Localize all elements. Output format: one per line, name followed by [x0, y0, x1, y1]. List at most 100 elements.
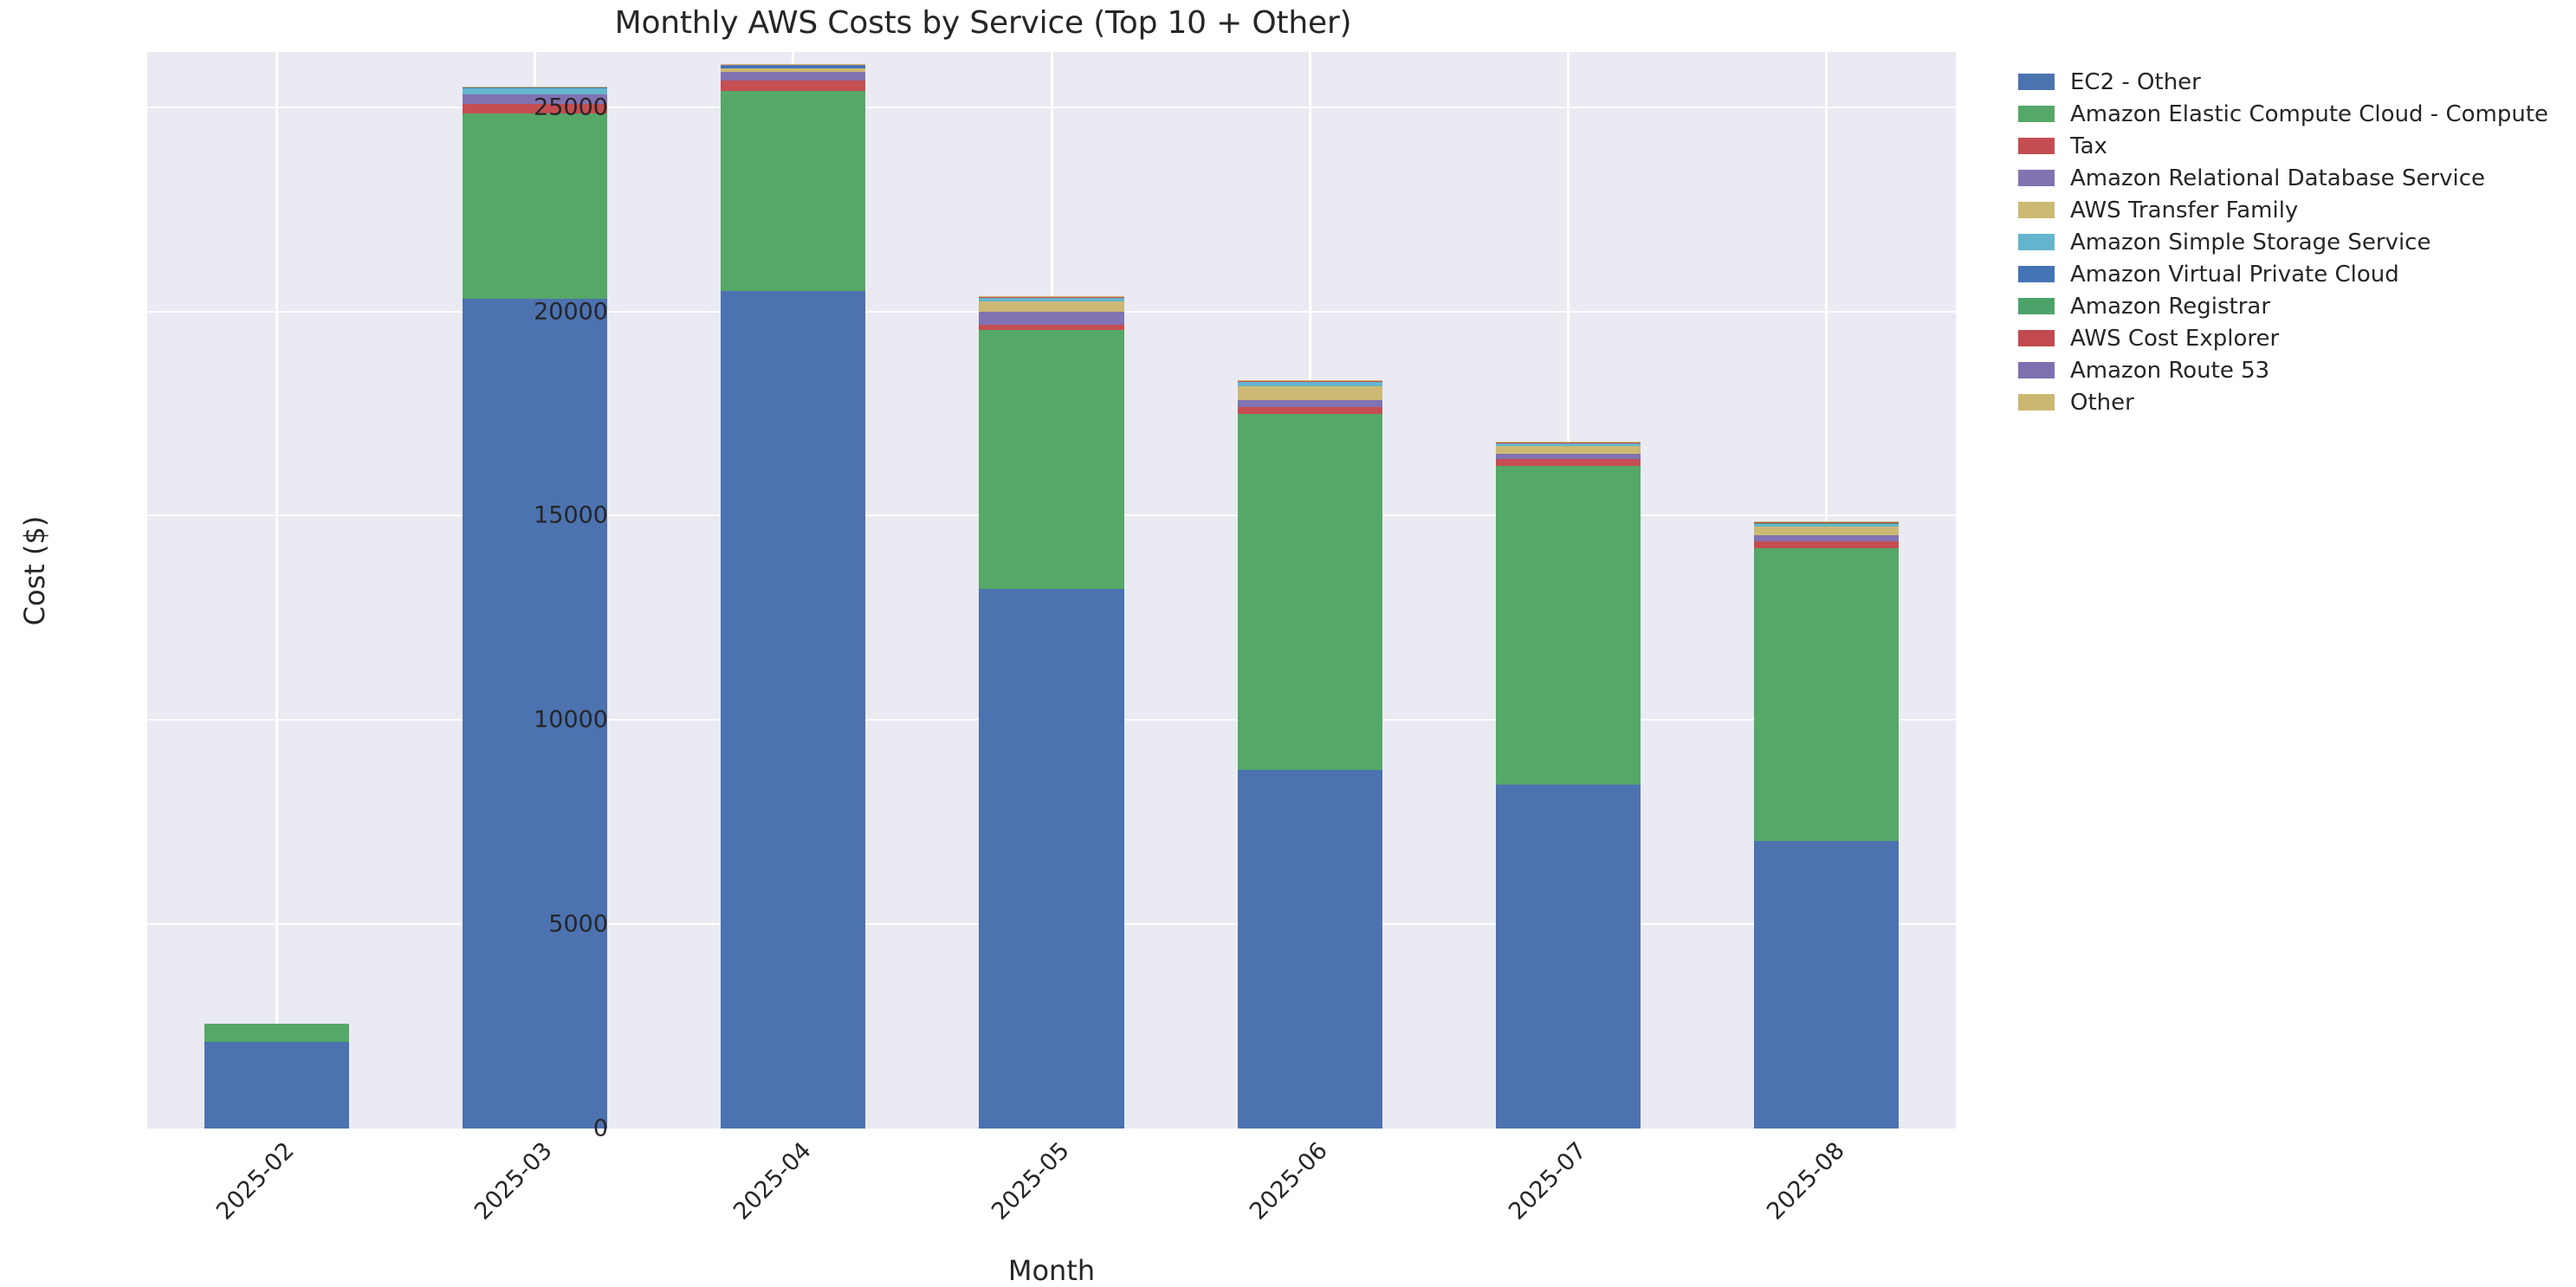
x-axis-tick-label: 2025-04 [728, 1137, 817, 1226]
bar-segment[interactable] [1754, 541, 1899, 547]
legend-item-label: AWS Cost Explorer [2070, 326, 2279, 352]
x-axis-tick-label: 2025-07 [1504, 1137, 1592, 1226]
legend-item-label: Amazon Relational Database Service [2070, 165, 2485, 191]
bar-segment[interactable] [1496, 459, 1641, 466]
bar-segment[interactable] [721, 68, 865, 72]
x-axis-tick-label: 2025-05 [987, 1137, 1075, 1226]
x-axis-tick-label: 2025-03 [469, 1137, 558, 1226]
legend-item-label: Amazon Registrar [2070, 294, 2270, 320]
chart-title: Monthly AWS Costs by Service (Top 10 + O… [147, 5, 1819, 41]
bar-segment[interactable] [721, 72, 865, 81]
legend-color-swatch [2018, 298, 2055, 314]
legend-item[interactable]: AWS Transfer Family [2018, 194, 2573, 226]
bar-segment[interactable] [979, 301, 1123, 312]
bar-stack[interactable] [1754, 521, 1899, 1129]
bar-stack[interactable] [463, 87, 607, 1129]
legend-item-label: AWS Transfer Family [2070, 197, 2298, 223]
legend-item[interactable]: Amazon Relational Database Service [2018, 162, 2573, 194]
legend-item[interactable]: Amazon Virtual Private Cloud [2018, 258, 2573, 290]
bar-stack[interactable] [721, 64, 865, 1129]
bar-segment[interactable] [204, 1024, 349, 1042]
gridline-vertical [275, 52, 278, 1129]
legend-item-label: Amazon Virtual Private Cloud [2070, 262, 2399, 288]
bar-segment[interactable] [721, 81, 865, 91]
x-axis-tick-label: 2025-08 [1762, 1137, 1850, 1226]
bar-segment[interactable] [1754, 521, 1899, 522]
y-axis-tick-label: 10000 [478, 707, 608, 734]
bar-segment[interactable] [463, 113, 607, 300]
bar-segment[interactable] [1496, 443, 1641, 445]
bar-segment[interactable] [1754, 527, 1899, 535]
bar-segment[interactable] [1496, 446, 1641, 454]
legend-item[interactable]: Tax [2018, 130, 2573, 162]
y-axis-tick-label: 0 [478, 1116, 608, 1142]
legend-item-label: EC2 - Other [2070, 69, 2201, 95]
bar-segment[interactable] [1754, 841, 1899, 1129]
x-axis-label: Month [147, 1254, 1956, 1287]
bar-segment[interactable] [979, 589, 1123, 1129]
bar-stack[interactable] [979, 296, 1123, 1129]
legend-item-label: Amazon Simple Storage Service [2070, 230, 2430, 255]
bar-segment[interactable] [979, 312, 1123, 325]
bar-segment[interactable] [979, 297, 1123, 298]
bar-segment[interactable] [204, 1042, 349, 1129]
legend-color-swatch [2018, 138, 2055, 154]
chart-legend: EC2 - Other Amazon Elastic Compute Cloud … [2018, 66, 2573, 418]
bar-segment[interactable] [979, 325, 1123, 330]
legend-item[interactable]: Amazon Elastic Compute Cloud - Compute [2018, 98, 2573, 130]
legend-color-swatch [2018, 106, 2055, 122]
legend-item[interactable]: EC2 - Other [2018, 66, 2573, 98]
legend-item-label: Tax [2070, 133, 2107, 159]
bar-stack[interactable] [1238, 380, 1382, 1129]
bar-segment[interactable] [1238, 382, 1382, 386]
bar-segment[interactable] [1238, 400, 1382, 407]
legend-item-label: Amazon Elastic Compute Cloud - Compute [2070, 101, 2548, 127]
legend-item-label: Other [2070, 390, 2134, 416]
bar-segment[interactable] [1754, 523, 1899, 524]
bar-segment[interactable] [1238, 381, 1382, 382]
plot-inner [147, 52, 1956, 1129]
legend-color-swatch [2018, 266, 2055, 282]
bar-segment[interactable] [463, 87, 607, 88]
legend-color-swatch [2018, 394, 2055, 411]
legend-item[interactable]: AWS Cost Explorer [2018, 322, 2573, 354]
legend-item[interactable]: Amazon Route 53 [2018, 354, 2573, 386]
bar-segment[interactable] [1754, 548, 1899, 842]
y-axis-label: Cost ($) [18, 51, 51, 1090]
legend-color-swatch [2018, 362, 2055, 378]
bar-segment[interactable] [1496, 785, 1641, 1129]
legend-item[interactable]: Amazon Simple Storage Service [2018, 226, 2573, 258]
legend-color-swatch [2018, 202, 2055, 218]
bar-segment[interactable] [1754, 524, 1899, 527]
legend-item[interactable]: Amazon Registrar [2018, 290, 2573, 322]
y-axis-tick-label: 25000 [478, 94, 608, 120]
legend-color-swatch [2018, 330, 2055, 346]
bar-segment[interactable] [721, 66, 865, 68]
bar-segment[interactable] [721, 65, 865, 66]
legend-color-swatch [2018, 170, 2055, 186]
bar-segment[interactable] [979, 298, 1123, 301]
x-axis-tick-label: 2025-02 [211, 1137, 300, 1226]
legend-color-swatch [2018, 234, 2055, 250]
bar-segment[interactable] [1238, 770, 1382, 1129]
legend-item[interactable]: Other [2018, 386, 2573, 418]
bar-segment[interactable] [979, 330, 1123, 590]
bar-segment[interactable] [1238, 407, 1382, 414]
bar-segment[interactable] [1496, 454, 1641, 459]
bar-segment[interactable] [1238, 414, 1382, 769]
x-axis-tick-label: 2025-06 [1245, 1137, 1333, 1226]
y-axis-tick-label: 15000 [478, 502, 608, 529]
bar-segment[interactable] [721, 91, 865, 291]
y-axis-tick-label: 20000 [478, 298, 608, 325]
bar-stack[interactable] [204, 1024, 349, 1129]
legend-item-label: Amazon Route 53 [2070, 358, 2269, 384]
bar-stack[interactable] [1496, 442, 1641, 1129]
bar-segment[interactable] [721, 291, 865, 1129]
y-axis-tick-label: 5000 [478, 911, 608, 938]
plot-area [147, 52, 1956, 1129]
legend-color-swatch [2018, 74, 2055, 90]
bar-segment[interactable] [1754, 535, 1899, 541]
bar-segment[interactable] [1496, 466, 1641, 785]
bar-segment[interactable] [1238, 386, 1382, 400]
